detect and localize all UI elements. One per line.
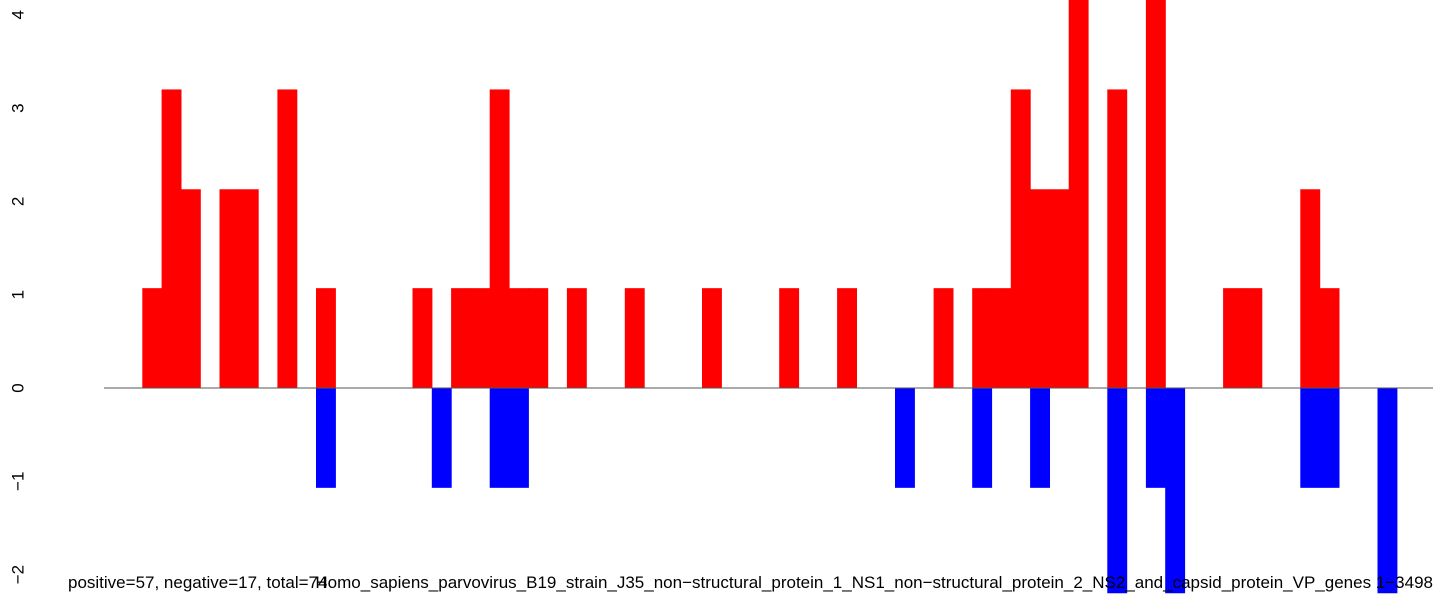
positive-bar-46 bbox=[1010, 89, 1031, 388]
positive-bar-34 bbox=[779, 288, 800, 388]
positive-bar-23 bbox=[566, 288, 587, 388]
positive-bar-15 bbox=[412, 288, 433, 388]
negative-bar-53 bbox=[1145, 388, 1166, 488]
positive-bar-51 bbox=[1107, 89, 1128, 388]
y-tick-label: −1 bbox=[9, 472, 28, 491]
positive-bar-8 bbox=[277, 89, 298, 388]
positive-bar-42 bbox=[933, 288, 954, 388]
negative-bar-47 bbox=[1030, 388, 1050, 488]
positive-bar-10 bbox=[316, 288, 336, 388]
negative-bar-65 bbox=[1377, 388, 1398, 594]
negative-bar-40 bbox=[895, 388, 915, 488]
y-tick-label: 1 bbox=[9, 290, 28, 299]
y-tick-label: −2 bbox=[9, 565, 28, 584]
positive-bar-58 bbox=[1242, 288, 1263, 388]
x-caption-counts: positive=57, negative=17, total=74 bbox=[68, 573, 327, 592]
y-tick-label: 0 bbox=[9, 383, 28, 392]
y-tick-label: 4 bbox=[9, 10, 28, 19]
positive-bar-49 bbox=[1068, 0, 1089, 389]
positive-bar-45 bbox=[991, 288, 1012, 388]
positive-bar-1 bbox=[142, 288, 163, 388]
positive-bar-18 bbox=[470, 288, 491, 388]
negative-bar-19 bbox=[489, 388, 510, 488]
positive-bar-62 bbox=[1319, 288, 1340, 388]
positive-bar-17 bbox=[451, 288, 471, 388]
positive-bar-6 bbox=[238, 189, 259, 388]
positive-bar-2 bbox=[161, 89, 182, 388]
negative-bar-51 bbox=[1107, 388, 1128, 594]
y-tick-label: 3 bbox=[9, 103, 28, 112]
positive-bar-20 bbox=[509, 288, 529, 388]
negative-bar-62 bbox=[1319, 388, 1340, 488]
positive-bar-53 bbox=[1145, 0, 1166, 389]
negative-bar-16 bbox=[431, 388, 452, 488]
positive-bar-61 bbox=[1300, 189, 1321, 388]
positive-bar-48 bbox=[1049, 189, 1070, 388]
negative-bar-54 bbox=[1165, 388, 1186, 594]
negative-bar-10 bbox=[316, 388, 336, 488]
y-tick-label: 2 bbox=[9, 197, 28, 206]
bars-group bbox=[142, 0, 1398, 594]
positive-bar-3 bbox=[180, 189, 201, 388]
positive-bar-44 bbox=[972, 288, 993, 388]
positive-bar-47 bbox=[1030, 189, 1050, 388]
y-axis-labels: −2 −1 0 1 2 3 4 bbox=[9, 10, 28, 584]
positive-bar-57 bbox=[1223, 288, 1243, 388]
positive-bar-19 bbox=[489, 89, 510, 388]
negative-bar-20 bbox=[509, 388, 529, 488]
negative-bar-61 bbox=[1300, 388, 1321, 488]
negative-bar-44 bbox=[972, 388, 993, 488]
x-caption-main: Homo_sapiens_parvovirus_B19_strain_J35_n… bbox=[315, 573, 1433, 592]
positive-bar-26 bbox=[624, 288, 645, 388]
positive-bar-21 bbox=[528, 288, 549, 388]
positive-bar-37 bbox=[837, 288, 857, 388]
positive-bar-30 bbox=[702, 288, 722, 388]
positive-bar-5 bbox=[219, 189, 240, 388]
